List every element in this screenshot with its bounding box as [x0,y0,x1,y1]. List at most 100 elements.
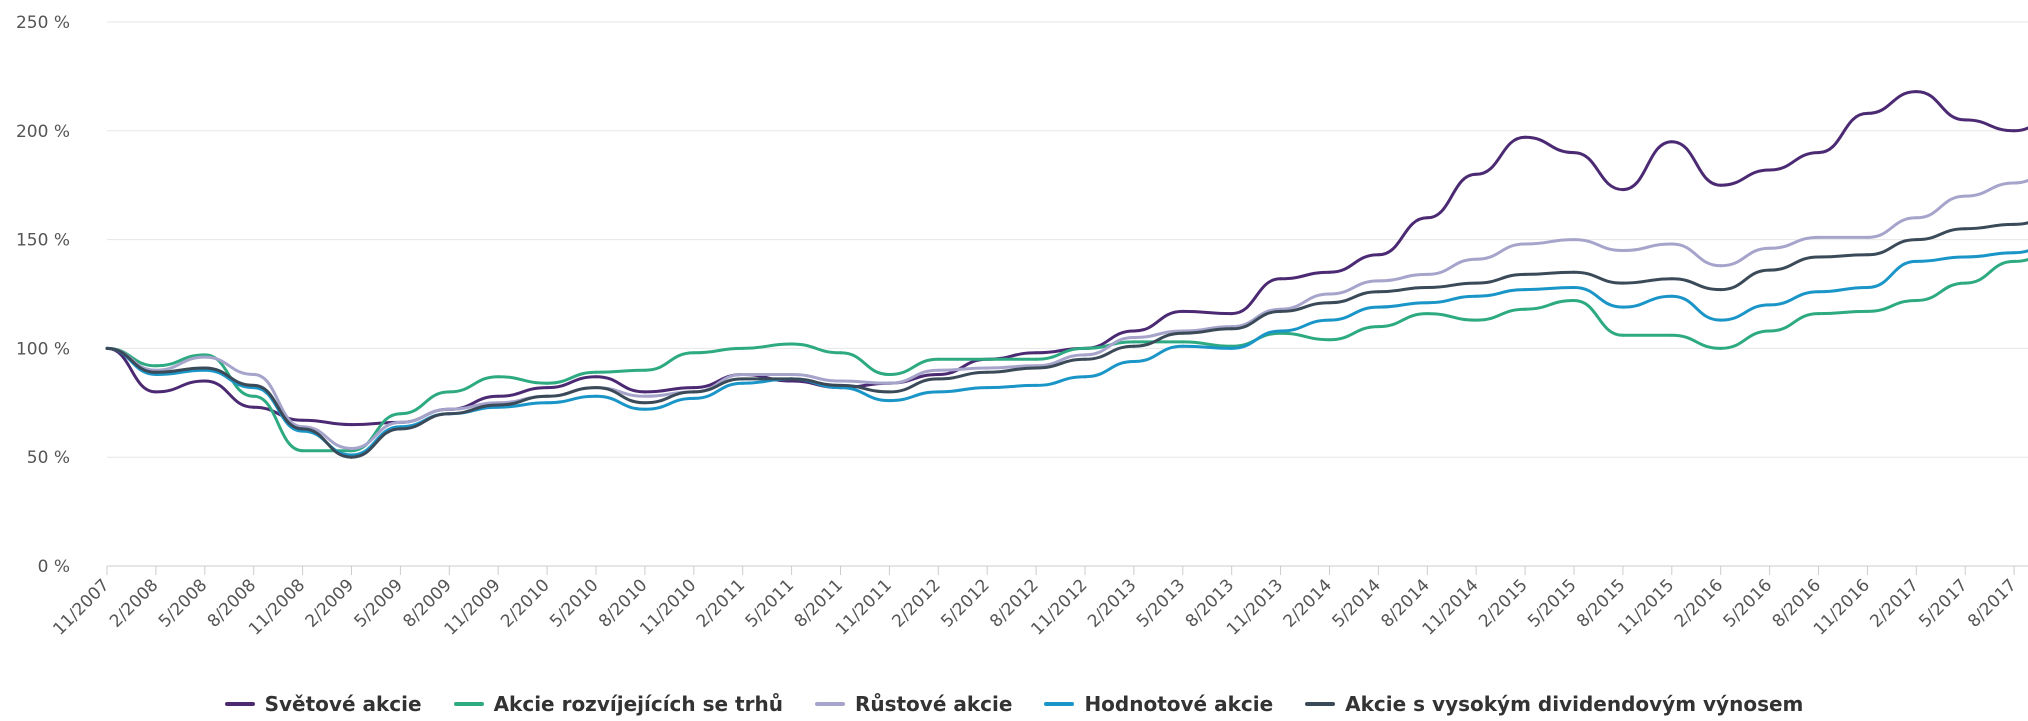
data-point [936,357,940,361]
data-point [2012,259,2016,263]
data-point [252,373,256,376]
data-point [1523,242,1527,246]
data-point [1523,288,1527,292]
series-lines [105,90,2028,459]
data-point [1719,318,1723,322]
data-point [2012,251,2016,255]
legend-item[interactable]: Akcie rozvíjejících se trhů [453,692,783,716]
data-point [1817,151,1820,155]
data-point [1865,111,1869,115]
data-point [1425,301,1429,305]
data-point [496,394,500,398]
data-point [1670,242,1674,246]
x-axis: 11/20072/20085/20088/200811/20082/20095/… [49,566,2021,639]
y-tick-label: 100 % [16,339,70,359]
data-point [1963,281,1967,285]
data-point [1768,303,1772,307]
legend-label: Akcie rozvíjejících se trhů [493,692,783,716]
data-point [1376,279,1380,283]
x-tick-label: 2/2012 [888,575,944,631]
data-point [1914,238,1918,242]
data-point [1376,253,1380,257]
x-tick-label: 2/2013 [1084,575,1140,631]
data-point [936,390,940,394]
data-point [1670,140,1674,144]
data-point [1621,305,1625,309]
data-point [154,364,158,368]
data-point [1230,327,1234,331]
data-point [1425,312,1429,316]
data-point [545,394,549,398]
y-tick-label: 250 % [16,13,70,33]
data-point [2012,181,2016,185]
data-point [790,377,794,381]
data-point [1963,255,1967,259]
data-point [154,370,158,374]
series-line-4 [105,221,2028,459]
data-point [203,366,207,370]
data-point [447,390,451,394]
data-point [1328,338,1331,342]
legend-item[interactable]: Akcie s vysokým dividendovým výnosem [1305,692,1803,716]
x-tick-label: 11/2007 [49,575,113,639]
data-point [447,412,451,416]
data-point [643,368,647,372]
x-tick-label: 5/2017 [1915,575,1971,631]
legend-swatch [1305,702,1336,706]
legend-swatch [1044,702,1075,706]
data-point [1132,344,1136,348]
data-point [1425,216,1429,220]
x-tick-label: 5/2013 [1133,575,1189,631]
data-point [1963,118,1967,122]
data-point [1181,331,1185,335]
data-point [1768,168,1772,172]
data-point [1865,235,1869,239]
legend-item[interactable]: Hodnotové akcie [1044,692,1273,716]
data-point [1817,235,1820,239]
data-point [692,351,696,355]
data-point [1963,194,1967,198]
data-point [1132,360,1136,363]
data-point [887,373,891,376]
data-point [985,366,989,370]
data-point [1817,255,1820,259]
data-point [643,407,647,411]
x-tick-label: 5/2010 [546,575,602,631]
legend-swatch [814,702,845,706]
legend: Světové akcie Akcie rozvíjejících se trhů… [0,690,2028,718]
data-point [643,394,647,398]
data-point [1768,329,1772,333]
data-point [790,342,794,346]
data-point [1132,329,1136,333]
data-point [350,423,353,427]
data-point [985,370,989,374]
data-point [1621,281,1625,285]
data-point [1572,270,1576,274]
data-point [741,373,745,376]
data-point [1279,329,1283,333]
y-axis: 0 % 50 % 100 % 150 % 200 % 250 % [16,13,70,577]
data-point [1328,301,1331,305]
data-point [1621,333,1625,337]
legend-item[interactable]: Růstové akcie [814,692,1012,716]
data-point [936,377,940,381]
data-point [594,370,598,374]
legend-item[interactable]: Světové akcie [224,692,422,716]
data-point [1328,270,1331,274]
y-tick-label: 0 % [38,557,70,577]
data-point [1621,249,1625,252]
data-point [1132,340,1136,344]
data-point [1425,286,1429,289]
data-point [1621,188,1625,192]
data-point [545,386,549,390]
x-tick-label: 2/2009 [302,575,358,631]
data-point [154,390,158,394]
data-point [1719,183,1723,187]
data-point [790,373,794,376]
y-tick-label: 50 % [27,448,70,468]
data-point [936,373,940,376]
data-point [398,412,402,416]
data-point [1376,325,1380,329]
data-point [398,420,402,424]
